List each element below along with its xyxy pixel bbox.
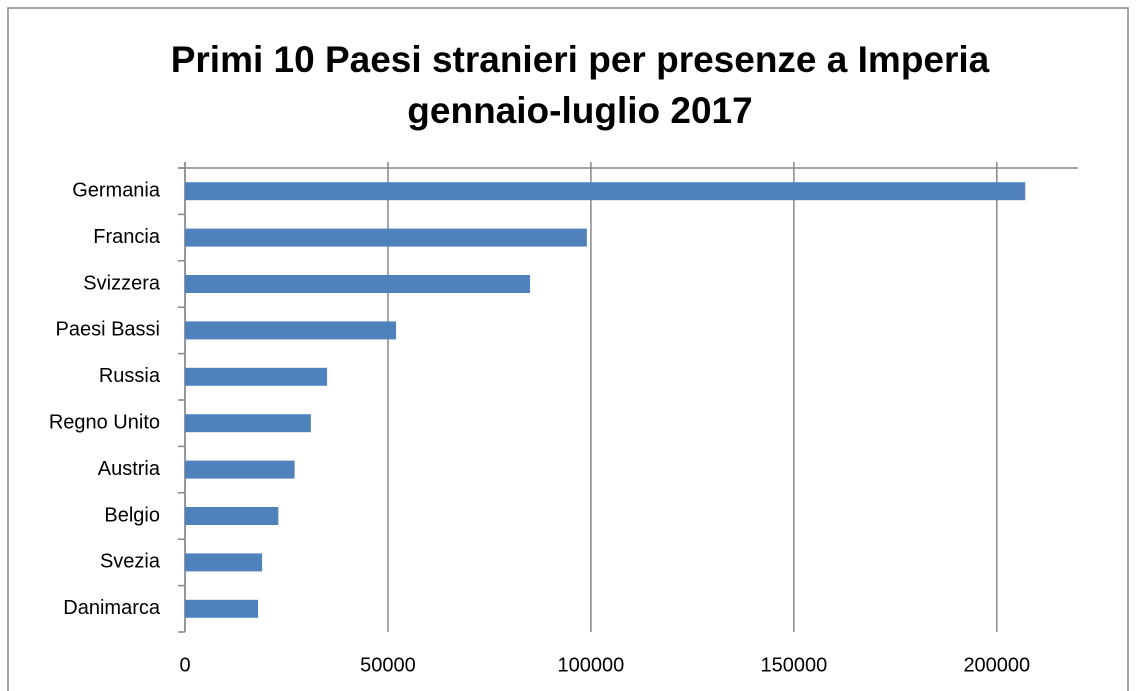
bar [185,321,397,340]
bar [185,228,587,247]
bar [185,460,295,479]
y-tick-label: Regno Unito [49,411,160,433]
y-tick-label: Danimarca [63,597,161,619]
y-tick-label: Svezia [100,551,161,573]
bar [185,553,263,572]
y-tick-label: Austria [98,458,161,480]
x-tick-label: 150000 [760,654,827,676]
chart-border [7,7,1129,691]
bar [185,414,311,433]
bar [185,599,259,618]
chart-subtitle: gennaio-luglio 2017 [407,90,752,131]
bar [185,367,328,386]
bar [185,182,1026,201]
x-tick-label: 200000 [963,654,1030,676]
x-tick-label: 50000 [360,654,416,676]
y-tick-label: Francia [93,226,161,248]
y-tick-label: Paesi Bassi [56,319,161,341]
x-tick-label: 100000 [558,654,625,676]
bar [185,507,279,525]
bar [185,275,531,293]
y-tick-label: Belgio [104,504,160,526]
y-tick-label: Svizzera [83,272,161,294]
chart-title: Primi 10 Paesi stranieri per presenze a … [171,39,990,80]
x-tick-label: 0 [179,654,190,676]
y-tick-label: Germania [72,179,161,201]
y-tick-label: Russia [99,365,161,387]
